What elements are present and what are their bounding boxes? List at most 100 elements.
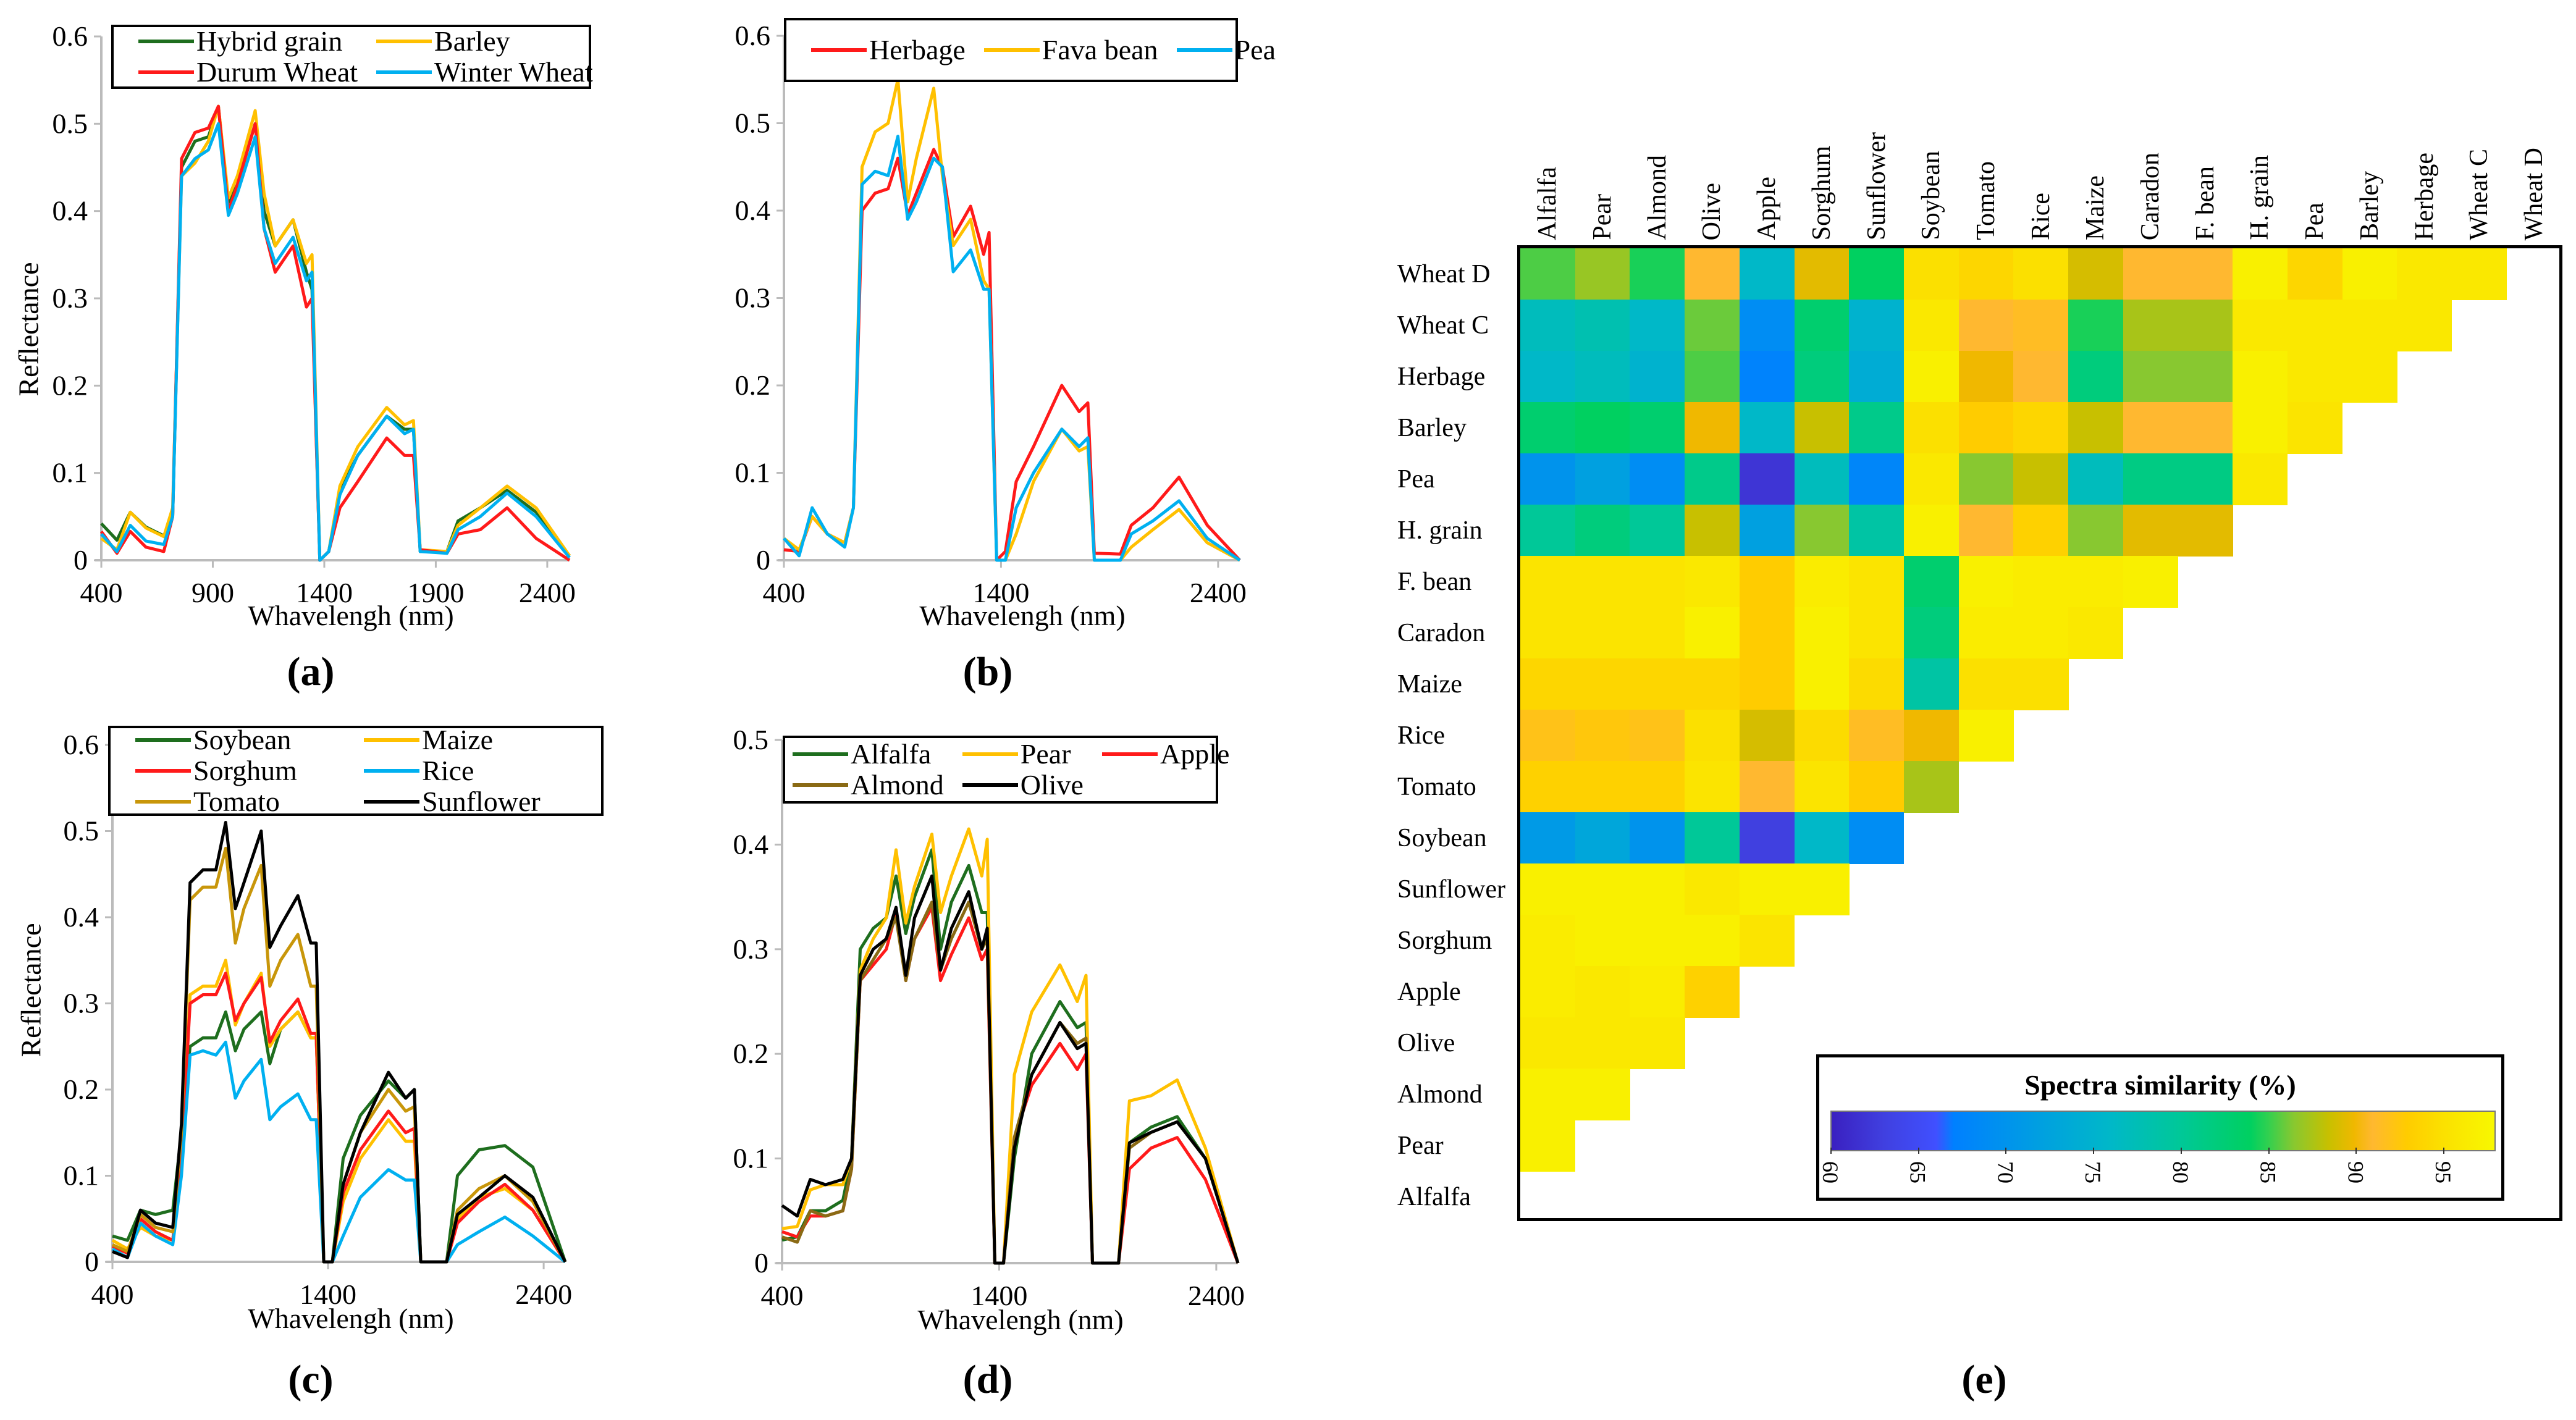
heatmap-frame: [1517, 245, 2562, 1221]
heatmap-cell: [2397, 300, 2452, 351]
row-label: F. bean: [1397, 567, 1472, 596]
heatmap-cell: [2233, 248, 2288, 300]
heatmap-cell: [1520, 1120, 1576, 1172]
heatmap-cell: [1685, 710, 1740, 762]
row-label: H. grain: [1397, 516, 1483, 545]
heatmap-cell: [1739, 710, 1795, 762]
heatmap-cell: [1739, 915, 1795, 967]
y-tick-label: 0.4: [733, 828, 769, 860]
colorbar-tick-label: 90: [2343, 1161, 2368, 1183]
legend-label: Pear: [1020, 738, 1071, 770]
row-label: Almond: [1397, 1080, 1483, 1109]
heatmap-cell: [1794, 402, 1850, 454]
heatmap-cell: [1630, 300, 1685, 351]
y-tick-label: 0.1: [53, 457, 88, 489]
column-label: Caradon: [2136, 152, 2165, 240]
heatmap-cell: [2178, 453, 2233, 505]
legend-label: Soybean: [193, 724, 292, 755]
series-line-winter-wheat: [100, 122, 571, 562]
legend-swatch: [376, 40, 432, 43]
y-tick-label: 0.5: [733, 724, 769, 755]
line-plot-a: 0 0.1 0.2 0.3 0.4 0.5 0.6 400 900 1400 1900 2400: [53, 20, 576, 608]
heatmap-cell: [1739, 658, 1795, 710]
heatmap-cell: [1958, 351, 2014, 403]
x-tick-label: 2400: [515, 1279, 572, 1310]
heatmap-cell: [2178, 300, 2233, 351]
heatmap-cell: [1794, 453, 1850, 505]
colorbar-tick-label: 80: [2168, 1161, 2193, 1183]
legend-label: Sunflower: [422, 786, 541, 817]
heatmap-cell: [1739, 248, 1795, 300]
heatmap-cell: [1794, 761, 1850, 813]
heatmap-cell: [1849, 607, 1905, 659]
heatmap-cell: [1575, 658, 1630, 710]
legend-swatch: [793, 783, 848, 787]
x-tick-label: 1400: [296, 577, 353, 608]
heatmap-cell: [1630, 402, 1685, 454]
line-plot-b: 0 0.1 0.2 0.3 0.4 0.5 0.6 400 1400 2400: [735, 20, 1247, 608]
heatmap-cell: [2342, 300, 2397, 351]
heatmap-cell: [1903, 402, 1959, 454]
row-label: Apple: [1397, 977, 1461, 1006]
heatmap-cell: [1794, 505, 1850, 557]
heatmap-cell: [2013, 351, 2069, 403]
x-tick-label: 1400: [300, 1279, 356, 1310]
heatmap-cell: [1903, 761, 1959, 813]
heatmap-cell: [1794, 556, 1850, 608]
legend-label: Herbage: [869, 34, 966, 65]
column-label: Olive: [1698, 182, 1727, 240]
heatmap-cell: [2123, 556, 2178, 608]
legend-swatch: [364, 769, 420, 773]
heatmap-cell: [1685, 863, 1740, 915]
heatmap-cell: [1739, 505, 1795, 557]
legend-item: Hybrid grain: [138, 26, 358, 57]
y-tick-label: 0.5: [64, 815, 99, 847]
heatmap-cell: [1630, 607, 1685, 659]
heatmap-cell: [1958, 453, 2014, 505]
heatmap-cell: [2068, 607, 2124, 659]
heatmap-cell: [1685, 556, 1740, 608]
legend-label: Pea: [1234, 34, 1276, 65]
heatmap-cell: [1794, 351, 1850, 403]
heatmap-cell: [1685, 658, 1740, 710]
legend-label: Durum Wheat: [196, 56, 358, 88]
heatmap-cell: [2287, 351, 2343, 403]
column-label: Wheat C: [2465, 148, 2494, 240]
row-label: Pear: [1397, 1131, 1444, 1160]
caption-a: (a): [287, 649, 335, 694]
y-tick-label: 0.5: [735, 107, 771, 139]
heatmap-cell: [1575, 351, 1630, 403]
legend-swatch: [364, 800, 420, 804]
column-label: Sorghum: [1807, 145, 1836, 240]
heatmap-cell: [1685, 761, 1740, 813]
y-tick-label: 0.4: [53, 195, 88, 227]
heatmap-cell: [1520, 812, 1576, 864]
colorbar-tick-label: 85: [2255, 1161, 2281, 1183]
heatmap-cell: [2068, 351, 2124, 403]
column-label: Alfalfa: [1533, 167, 1562, 240]
y-tick-label: 0: [756, 544, 770, 576]
caption-d: (d): [962, 1357, 1013, 1402]
heatmap-cell: [1958, 556, 2014, 608]
heatmap-cell: [2178, 505, 2233, 557]
heatmap-cell: [1520, 966, 1576, 1018]
heatmap-cell: [2013, 658, 2069, 710]
colorbar-tick: [2005, 1148, 2007, 1154]
heatmap-cell: [2013, 402, 2069, 454]
heatmap-cell: [2123, 453, 2178, 505]
heatmap-cell: [1958, 658, 2014, 710]
y-tick-label: 0.1: [735, 457, 771, 489]
heatmap-cell: [2068, 556, 2124, 608]
heatmap-cell: [2287, 402, 2343, 454]
heatmap-cell: [1575, 966, 1630, 1018]
heatmap-cell: [1575, 556, 1630, 608]
heatmap-cell: [1575, 812, 1630, 864]
row-label: Maize: [1397, 670, 1462, 699]
heatmap-cell: [1575, 761, 1630, 813]
heatmap-cell: [2068, 402, 2124, 454]
heatmap-cell: [1575, 1017, 1630, 1069]
column-label: Soybean: [1917, 151, 1946, 240]
heatmap-cell: [1630, 710, 1685, 762]
x-tick-label: 900: [192, 577, 234, 608]
heatmap-cell: [1958, 607, 2014, 659]
